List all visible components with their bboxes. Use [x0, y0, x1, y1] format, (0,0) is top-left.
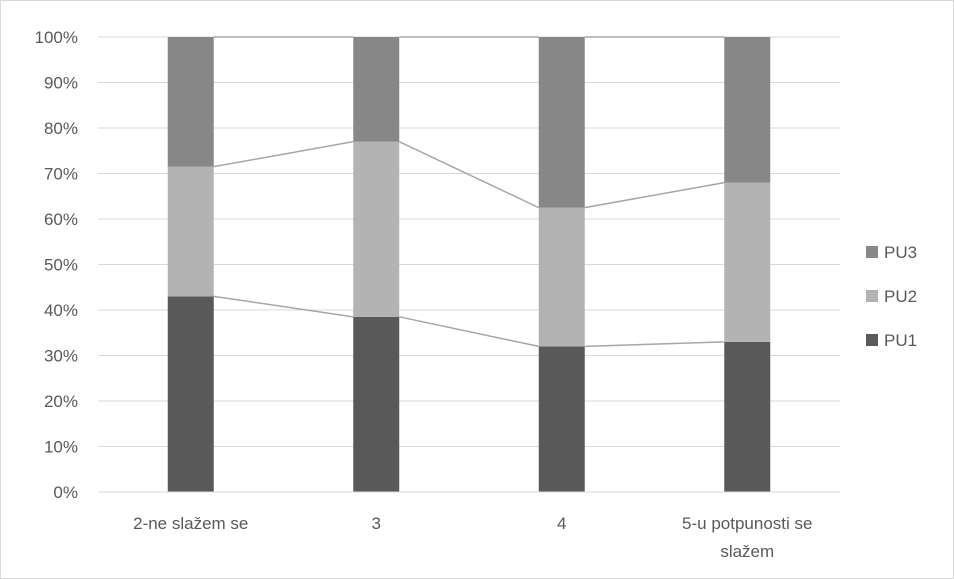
legend-item-pu1: PU1 [866, 331, 917, 350]
series-lines [213, 36, 725, 348]
series-line [584, 181, 725, 209]
y-tick-label: 40% [44, 301, 78, 320]
y-axis-tick-labels: 0% 10% 20% 30% 40% 50% 60% 70% 80% 90% 100% [35, 28, 78, 502]
y-tick-label: 30% [44, 347, 78, 366]
bar-pu1 [538, 346, 585, 492]
legend-swatch [866, 290, 878, 302]
y-tick-label: 0% [53, 483, 78, 502]
y-tick-label: 70% [44, 165, 78, 184]
bar-pu3 [538, 37, 585, 208]
y-tick-label: 50% [44, 256, 78, 275]
series-line [213, 295, 354, 318]
legend-item-pu2: PU2 [866, 287, 917, 306]
y-tick-label: 20% [44, 392, 78, 411]
legend-label: PU3 [884, 243, 917, 262]
series-line [584, 341, 725, 348]
legend-swatch [866, 334, 878, 346]
bar-pu2 [167, 166, 214, 297]
bar-pu1 [167, 296, 214, 492]
x-category-label: 5-u potpunosti se [682, 514, 812, 533]
x-category-label: 2-ne slažem se [133, 514, 248, 533]
legend: PU3 PU2 PU1 [866, 243, 917, 350]
y-tick-label: 10% [44, 438, 78, 457]
legend-item-pu3: PU3 [866, 243, 917, 262]
bar-pu1 [724, 341, 771, 492]
bar-pu3 [167, 37, 214, 167]
x-axis-category-labels: 2-ne slažem se 3 4 5-u potpunosti se slažem [133, 514, 812, 561]
bar-pu2 [724, 182, 771, 342]
y-tick-label: 80% [44, 119, 78, 138]
bars [167, 37, 771, 492]
legend-swatch [866, 246, 878, 258]
bar-pu1 [353, 316, 400, 492]
x-category-label: 4 [557, 514, 566, 533]
series-line [213, 140, 354, 168]
y-tick-label: 100% [35, 28, 78, 47]
legend-label: PU2 [884, 287, 917, 306]
bar-pu3 [724, 37, 771, 183]
x-category-label: 3 [372, 514, 381, 533]
series-line [398, 140, 540, 209]
x-category-label: slažem [720, 542, 774, 561]
bar-pu3 [353, 37, 400, 142]
bar-pu2 [353, 141, 400, 317]
y-tick-label: 60% [44, 210, 78, 229]
series-line [399, 316, 539, 348]
y-tick-label: 90% [44, 74, 78, 93]
legend-label: PU1 [884, 331, 917, 350]
bar-pu2 [538, 207, 585, 347]
